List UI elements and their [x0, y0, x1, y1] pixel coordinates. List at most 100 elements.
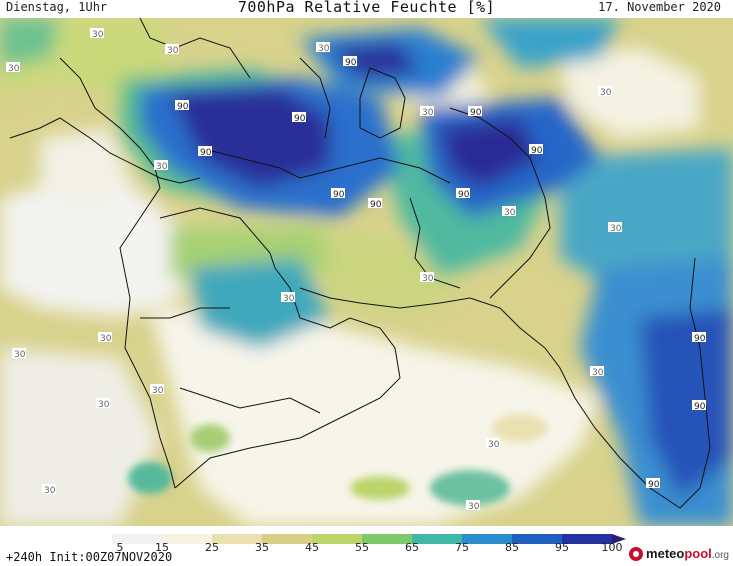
contour-label: 30: [12, 348, 26, 360]
legend-swatch: [162, 534, 213, 544]
contour-label: 90: [646, 478, 660, 490]
svg-text:30: 30: [318, 44, 330, 54]
legend-tick-label: 100: [601, 541, 623, 554]
contour-label: 90: [175, 100, 189, 112]
contour-label: 90: [529, 144, 543, 156]
svg-text:30: 30: [100, 334, 112, 344]
svg-text:30: 30: [422, 274, 434, 284]
legend-tick-label: 15: [155, 541, 169, 554]
contour-label: 30: [6, 62, 20, 74]
contour-label: 30: [316, 42, 330, 54]
contour-label: 30: [96, 398, 110, 410]
svg-text:30: 30: [8, 64, 20, 74]
legend-swatch: [362, 534, 413, 544]
brand-logo[interactable]: meteopool.org: [629, 546, 729, 561]
map-title: 700hPa Relative Feuchte [%]: [237, 0, 496, 16]
contour-label: 90: [343, 56, 357, 68]
contour-label: 90: [692, 332, 706, 344]
legend-tick-label: 5: [116, 541, 124, 554]
svg-text:90: 90: [345, 58, 357, 68]
brand-text-pool: pool: [684, 546, 712, 561]
svg-text:30: 30: [592, 368, 604, 378]
svg-text:30: 30: [283, 294, 295, 304]
contour-label: 30: [165, 44, 179, 56]
contour-label: 90: [368, 198, 382, 210]
legend-swatch: [312, 534, 363, 544]
contour-label: 90: [331, 188, 345, 200]
contour-label: 30: [42, 484, 56, 496]
svg-text:30: 30: [92, 30, 104, 40]
legend-ticks: 5 15 25 35 45 55 65 75 85 95 100: [112, 541, 623, 555]
svg-text:30: 30: [98, 400, 110, 410]
legend-swatch: [562, 534, 613, 544]
contour-label: 30: [90, 28, 104, 40]
svg-text:90: 90: [200, 148, 212, 158]
contour-label: 30: [608, 222, 622, 234]
contour-label: 30: [598, 86, 612, 98]
coastlines: [9, 18, 711, 509]
contour-label: 90: [468, 106, 482, 118]
legend-colorbar: [112, 529, 632, 548]
svg-text:90: 90: [694, 334, 706, 344]
svg-text:30: 30: [44, 486, 56, 496]
contour-label: 90: [292, 112, 306, 124]
contour-labels: 30 30 30 30 90 90: [6, 28, 706, 512]
legend-swatch: [112, 534, 163, 544]
contour-label: 30: [590, 366, 604, 378]
svg-text:30: 30: [152, 386, 164, 396]
legend-swatch: [462, 534, 513, 544]
legend-swatches: [112, 534, 626, 544]
svg-text:30: 30: [488, 440, 500, 450]
legend-tick-label: 55: [355, 541, 369, 554]
header-bar: Dienstag, 1Uhr 700hPa Relative Feuchte […: [0, 0, 733, 20]
svg-text:30: 30: [504, 208, 516, 218]
contour-label: 30: [281, 292, 295, 304]
contour-label: 90: [198, 146, 212, 158]
contour-label: 30: [150, 384, 164, 396]
model-run: +240h Init:00Z07NOV2020: [6, 550, 173, 564]
contour-label: 30: [420, 106, 434, 118]
legend-swatch: [212, 534, 263, 544]
svg-text:30: 30: [167, 46, 179, 56]
svg-text:90: 90: [648, 480, 660, 490]
legend-tick-label: 85: [505, 541, 519, 554]
legend-tick-label: 65: [405, 541, 419, 554]
legend-tick-label: 75: [455, 541, 469, 554]
legend-tick-label: 25: [205, 541, 219, 554]
legend-tick-label: 45: [305, 541, 319, 554]
humidity-map: 30 30 30 30 90 90: [0, 18, 733, 526]
brand-text-org: .org: [711, 550, 729, 561]
legend-tick-label: 35: [255, 541, 269, 554]
svg-text:30: 30: [156, 162, 168, 172]
svg-text:30: 30: [600, 88, 612, 98]
svg-text:90: 90: [177, 102, 189, 112]
legend-swatch-max: [612, 534, 626, 544]
legend-tick-label: 95: [555, 541, 569, 554]
humidity-detail: [128, 414, 548, 506]
svg-text:30: 30: [422, 108, 434, 118]
svg-text:90: 90: [333, 190, 345, 200]
svg-text:90: 90: [470, 108, 482, 118]
map-canvas: 30 30 30 30 90 90: [0, 18, 733, 526]
svg-text:30: 30: [14, 350, 26, 360]
meteopool-logo-icon: [629, 546, 644, 561]
contour-label: 30: [98, 332, 112, 344]
svg-text:30: 30: [468, 502, 480, 512]
contour-label: 90: [692, 400, 706, 412]
legend-swatch: [412, 534, 463, 544]
svg-text:90: 90: [294, 114, 306, 124]
svg-text:90: 90: [370, 200, 382, 210]
svg-text:90: 90: [694, 402, 706, 412]
svg-text:90: 90: [458, 190, 470, 200]
svg-text:90: 90: [531, 146, 543, 156]
contour-label: 90: [456, 188, 470, 200]
forecast-time: Dienstag, 1Uhr: [6, 0, 108, 14]
contour-label: 30: [466, 500, 480, 512]
contour-label: 30: [502, 206, 516, 218]
forecast-date: 17. November 2020: [598, 0, 721, 14]
contour-label: 30: [420, 272, 434, 284]
contour-label: 30: [486, 438, 500, 450]
contour-label: 30: [154, 160, 168, 172]
legend-swatch: [262, 534, 313, 544]
legend-swatch: [512, 534, 563, 544]
